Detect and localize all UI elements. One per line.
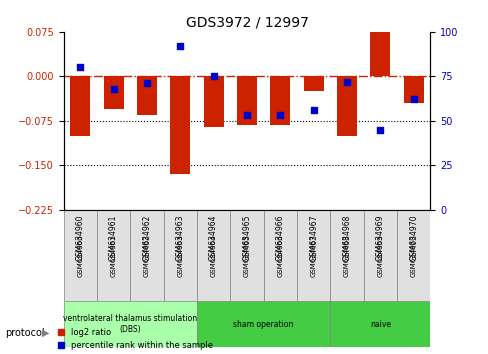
Text: GSM634966: GSM634966 [277, 234, 283, 277]
Text: GSM634968: GSM634968 [342, 214, 351, 261]
FancyBboxPatch shape [230, 210, 263, 301]
Bar [197, 301, 329, 347]
Bar [329, 301, 429, 347]
Text: protocol: protocol [5, 328, 44, 338]
Title: GDS3972 / 12997: GDS3972 / 12997 [185, 15, 308, 29]
Bar [336, 76, 356, 136]
Text: GSM634965: GSM634965 [244, 234, 249, 277]
Text: GSM634967: GSM634967 [308, 214, 318, 261]
Text: GSM634964: GSM634964 [209, 214, 218, 261]
Text: sham operation: sham operation [233, 320, 293, 329]
Bar [303, 76, 323, 91]
Legend: log2 ratio, percentile rank within the sample: log2 ratio, percentile rank within the s… [53, 325, 216, 353]
FancyBboxPatch shape [329, 210, 363, 301]
FancyBboxPatch shape [296, 210, 329, 301]
FancyBboxPatch shape [396, 210, 429, 301]
Point [243, 113, 250, 118]
Text: GSM634967: GSM634967 [310, 234, 316, 277]
Bar [203, 76, 223, 127]
FancyBboxPatch shape [163, 210, 197, 301]
Point [376, 127, 384, 132]
Bar [237, 76, 256, 125]
Text: ventrolateral thalamus stimulation
(DBS): ventrolateral thalamus stimulation (DBS) [63, 314, 197, 334]
Bar [137, 76, 157, 115]
Bar [103, 76, 123, 109]
FancyBboxPatch shape [97, 210, 130, 301]
Point [209, 74, 217, 79]
FancyBboxPatch shape [130, 210, 163, 301]
Text: GSM634968: GSM634968 [343, 234, 349, 277]
Point [409, 97, 417, 102]
Bar [403, 76, 423, 103]
Text: GSM634963: GSM634963 [177, 234, 183, 277]
FancyBboxPatch shape [197, 210, 230, 301]
Text: GSM634961: GSM634961 [109, 214, 118, 261]
FancyBboxPatch shape [263, 210, 296, 301]
Text: GSM634964: GSM634964 [210, 234, 216, 277]
Text: GSM634962: GSM634962 [143, 234, 150, 277]
Bar [270, 76, 290, 125]
Text: GSM634961: GSM634961 [110, 234, 116, 277]
Text: GSM634969: GSM634969 [375, 214, 384, 261]
Text: GSM634963: GSM634963 [175, 214, 184, 261]
Text: GSM634960: GSM634960 [77, 234, 83, 277]
Text: GSM634970: GSM634970 [408, 214, 417, 261]
FancyBboxPatch shape [363, 210, 396, 301]
FancyBboxPatch shape [63, 210, 97, 301]
Text: ▶: ▶ [41, 328, 49, 338]
Text: GSM634966: GSM634966 [275, 214, 284, 261]
Point [176, 43, 184, 49]
Bar [369, 32, 389, 76]
Text: naive: naive [369, 320, 390, 329]
Text: GSM634962: GSM634962 [142, 214, 151, 261]
Point [109, 86, 117, 92]
Bar [70, 76, 90, 136]
Text: GSM634960: GSM634960 [76, 214, 84, 261]
Point [76, 64, 84, 70]
Bar [63, 301, 197, 347]
Text: GSM634969: GSM634969 [377, 234, 383, 277]
Point [343, 79, 350, 85]
Text: GSM634965: GSM634965 [242, 214, 251, 261]
Point [276, 113, 284, 118]
Point [309, 107, 317, 113]
Point [142, 81, 150, 86]
Text: GSM634970: GSM634970 [410, 234, 416, 277]
Bar [170, 76, 190, 174]
